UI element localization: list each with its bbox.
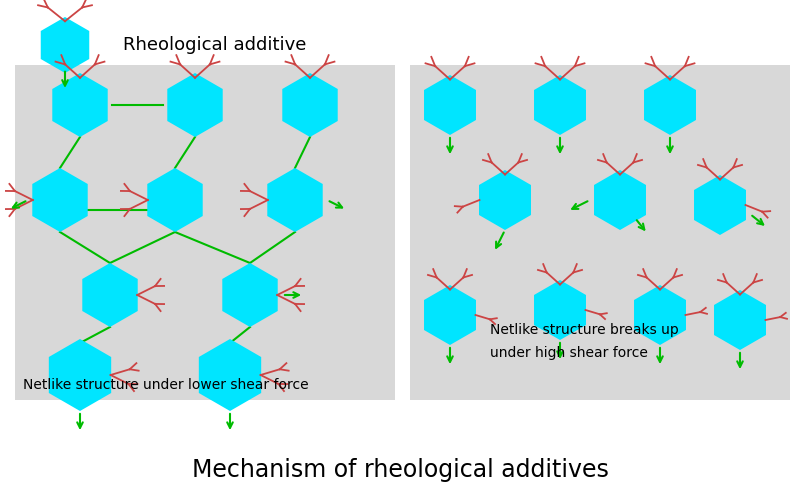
- Polygon shape: [714, 290, 766, 350]
- Text: Rheological additive: Rheological additive: [123, 36, 306, 54]
- Polygon shape: [534, 280, 586, 340]
- Polygon shape: [594, 170, 646, 230]
- Bar: [15, 65, 395, 400]
- Polygon shape: [41, 17, 90, 73]
- Polygon shape: [644, 75, 696, 135]
- Polygon shape: [32, 168, 88, 232]
- Text: Netlike structure breaks up
under high shear force: Netlike structure breaks up under high s…: [490, 323, 678, 360]
- Polygon shape: [534, 75, 586, 135]
- Polygon shape: [634, 285, 686, 345]
- Polygon shape: [424, 75, 476, 135]
- Bar: [410, 65, 790, 400]
- Polygon shape: [424, 285, 476, 345]
- Text: Mechanism of rheological additives: Mechanism of rheological additives: [191, 458, 609, 482]
- Polygon shape: [147, 168, 202, 232]
- Polygon shape: [199, 339, 261, 411]
- Polygon shape: [694, 175, 746, 235]
- Polygon shape: [52, 73, 108, 137]
- Polygon shape: [82, 263, 138, 327]
- Polygon shape: [267, 168, 322, 232]
- Polygon shape: [49, 339, 111, 411]
- Polygon shape: [282, 73, 338, 137]
- Polygon shape: [479, 170, 531, 230]
- Text: Netlike structure under lower shear force: Netlike structure under lower shear forc…: [23, 378, 309, 392]
- Polygon shape: [167, 73, 222, 137]
- Polygon shape: [222, 263, 278, 327]
